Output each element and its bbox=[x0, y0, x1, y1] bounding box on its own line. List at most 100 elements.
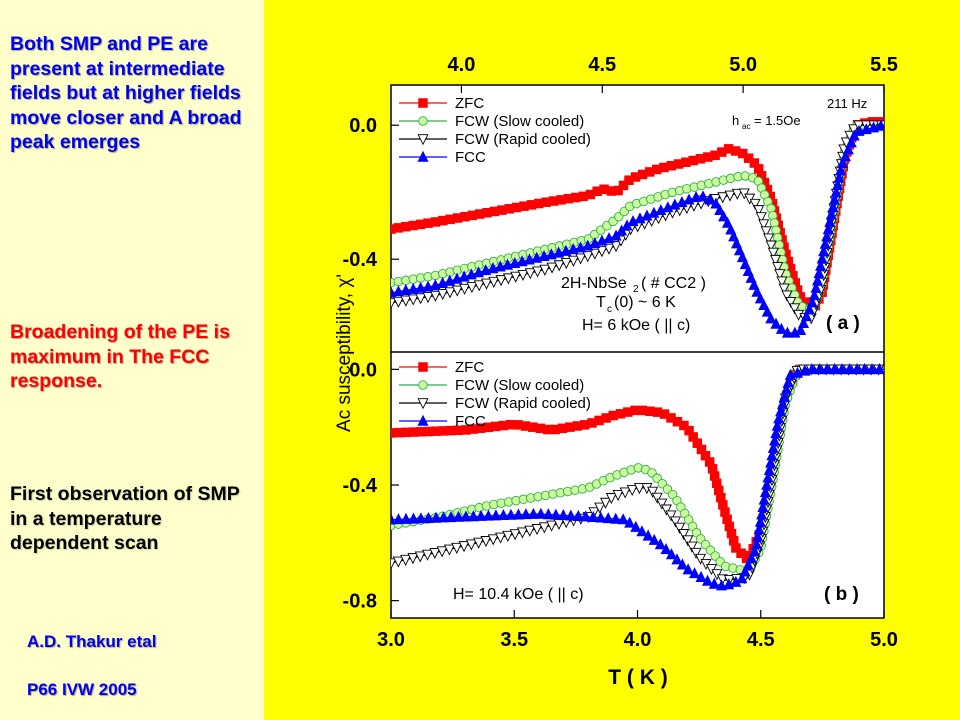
legend-marker bbox=[418, 362, 428, 372]
data-point bbox=[392, 513, 405, 525]
tc-value: (0) ~ 6 K bbox=[614, 294, 676, 311]
data-point bbox=[391, 558, 397, 570]
data-point bbox=[482, 509, 494, 521]
data-point bbox=[400, 295, 412, 307]
data-point bbox=[701, 574, 714, 586]
data-point bbox=[546, 262, 558, 274]
data-point bbox=[739, 565, 751, 577]
data-point bbox=[835, 164, 847, 176]
data-point bbox=[785, 296, 797, 309]
data-point bbox=[619, 487, 631, 499]
data-point bbox=[459, 283, 471, 295]
data-point bbox=[718, 210, 730, 222]
data-point bbox=[761, 305, 773, 317]
first-observation-paragraph: First observation of SMP in a temperatur… bbox=[10, 483, 240, 554]
data-point bbox=[797, 316, 810, 329]
legend-entry: FCC bbox=[455, 149, 486, 166]
data-point bbox=[839, 150, 852, 162]
data-point bbox=[697, 190, 709, 202]
data-point bbox=[651, 492, 663, 504]
data-point bbox=[818, 245, 830, 257]
data-point bbox=[509, 529, 521, 541]
data-point bbox=[612, 489, 624, 502]
observation-paragraph: Both SMP and PE are present at intermedi… bbox=[10, 33, 242, 153]
panel-b: H= 10.4 kOe ( || c) ( b ) 3.0 3.5 4.0 4.5 5.… bbox=[343, 351, 898, 651]
data-point bbox=[690, 547, 702, 559]
data-point bbox=[760, 226, 772, 238]
data-point bbox=[828, 193, 840, 205]
data-point bbox=[772, 262, 784, 274]
left-text-panel: Both SMP and PE are present at intermedi… bbox=[0, 0, 264, 720]
data-point bbox=[557, 509, 569, 521]
data-point bbox=[736, 572, 748, 584]
data-point bbox=[795, 323, 807, 335]
data-point bbox=[811, 274, 824, 286]
x-tick-label: 5.5 bbox=[870, 54, 898, 76]
data-point bbox=[753, 523, 765, 535]
data-point bbox=[603, 243, 615, 255]
data-point bbox=[400, 512, 412, 524]
data-point bbox=[757, 500, 769, 512]
data-point bbox=[771, 419, 783, 431]
y-axis-label: Ac susceptibility, χ' bbox=[334, 274, 355, 432]
tc-symbol: T bbox=[596, 294, 606, 311]
data-point bbox=[731, 188, 743, 200]
data-point bbox=[676, 558, 688, 570]
data-point bbox=[575, 253, 587, 265]
data-point bbox=[560, 258, 572, 270]
data-point bbox=[830, 186, 842, 198]
data-point bbox=[770, 427, 782, 439]
data-point bbox=[473, 537, 485, 549]
data-point bbox=[437, 289, 449, 301]
data-point bbox=[510, 271, 522, 283]
data-point bbox=[392, 285, 404, 297]
data-point bbox=[754, 292, 766, 304]
data-point bbox=[749, 198, 761, 210]
panel-a-data bbox=[391, 117, 884, 338]
data-point bbox=[473, 280, 485, 292]
data-point bbox=[756, 508, 768, 520]
data-point bbox=[778, 283, 790, 295]
data-point bbox=[751, 537, 763, 549]
data-point bbox=[873, 363, 884, 375]
data-point bbox=[789, 303, 801, 315]
data-point bbox=[775, 405, 787, 417]
data-point bbox=[781, 326, 793, 338]
data-point bbox=[407, 553, 419, 565]
data-point bbox=[415, 512, 427, 524]
data-point bbox=[765, 456, 777, 468]
panel-b-label: ( b ) bbox=[824, 584, 859, 605]
legend-entry: FCC bbox=[455, 413, 486, 430]
data-point bbox=[813, 267, 825, 279]
data-point bbox=[736, 548, 746, 559]
data-point bbox=[816, 252, 828, 264]
data-point bbox=[763, 463, 775, 476]
data-point bbox=[669, 516, 682, 528]
data-point bbox=[582, 251, 594, 263]
data-point bbox=[580, 510, 592, 522]
data-point bbox=[858, 363, 871, 375]
legend-marker bbox=[418, 116, 428, 126]
data-point bbox=[773, 412, 785, 424]
data-point bbox=[765, 240, 777, 252]
broadening-paragraph: Broadening of the PE is maximum in The F… bbox=[10, 321, 230, 392]
data-point bbox=[842, 143, 854, 155]
data-point bbox=[824, 215, 836, 227]
data-point bbox=[407, 512, 420, 524]
legend-entry: FCW (Slow cooled) bbox=[455, 113, 584, 130]
data-point bbox=[495, 275, 507, 287]
data-point bbox=[770, 317, 782, 329]
data-point bbox=[532, 266, 544, 278]
ac-field-subscript: ac bbox=[742, 122, 750, 131]
data-point bbox=[769, 254, 782, 266]
data-point bbox=[443, 544, 455, 556]
data-point bbox=[429, 290, 441, 302]
legend-marker bbox=[417, 398, 429, 410]
data-point bbox=[452, 510, 464, 522]
legend-marker bbox=[418, 98, 428, 108]
data-point bbox=[407, 282, 419, 294]
data-point bbox=[754, 515, 766, 527]
data-point bbox=[695, 570, 707, 582]
data-point bbox=[460, 510, 472, 522]
